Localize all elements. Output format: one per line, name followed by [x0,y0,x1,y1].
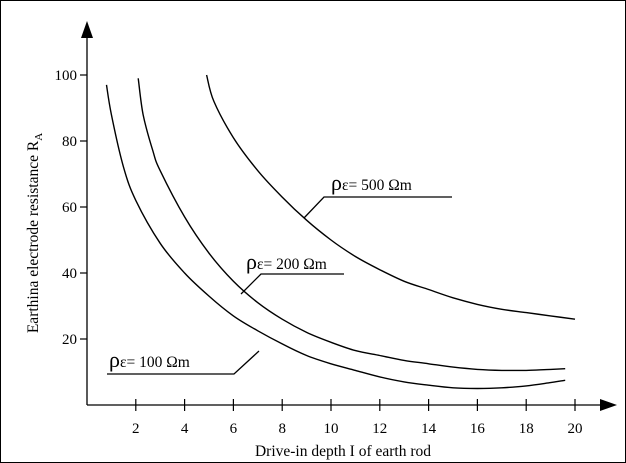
rho-symbol: ρ [246,249,257,274]
rho-symbol: ρ [109,347,120,372]
y-tick-label: 80 [62,134,77,150]
y-tick-label: 100 [55,68,78,84]
y-tick-label: 20 [62,332,77,348]
x-tick-label: 6 [230,421,238,437]
curve-label-rho-100: ρε= 100 Ωm [109,347,190,372]
axes [81,21,617,411]
curves [107,75,576,389]
x-tick-label: 16 [470,421,486,437]
tick-marks: 2 4 6 8 10 12 14 16 18 20 20 40 60 80 100 [55,68,583,437]
rho-symbol: ρ [331,170,342,195]
x-tick-label: 12 [372,421,387,437]
leader-line-rho-200 [241,274,344,294]
x-tick-label: 8 [278,421,286,437]
label-value: ε= 200 Ωm [257,256,327,273]
x-tick-label: 4 [181,421,189,437]
y-tick-label: 40 [62,266,77,282]
y-axis-title: Earthina electrode resistance RA [25,133,45,333]
x-tick-label: 2 [132,421,140,437]
label-value: ε= 100 Ωm [120,354,190,371]
label-value: ε= 500 Ωm [342,177,412,194]
y-axis-title-main: Earthina electrode resistance R [25,140,42,333]
curve-label-rho-200: ρε= 200 Ωm [246,249,327,274]
x-tick-label: 14 [421,421,437,437]
y-axis-arrow [81,21,93,38]
curve-rho-100 [107,85,566,389]
x-axis-arrow [600,399,617,411]
x-tick-label: 10 [324,421,339,437]
x-tick-label: 20 [568,421,583,437]
y-tick-label: 60 [62,200,77,216]
x-axis-title: Drive-in depth I of earth rod [255,443,431,460]
curve-label-rho-500: ρε= 500 Ωm [331,170,412,195]
leader-line-rho-500 [304,197,452,218]
curve-rho-200 [138,78,565,370]
y-axis-title-subscript: A [33,133,45,141]
x-tick-label: 18 [519,421,534,437]
